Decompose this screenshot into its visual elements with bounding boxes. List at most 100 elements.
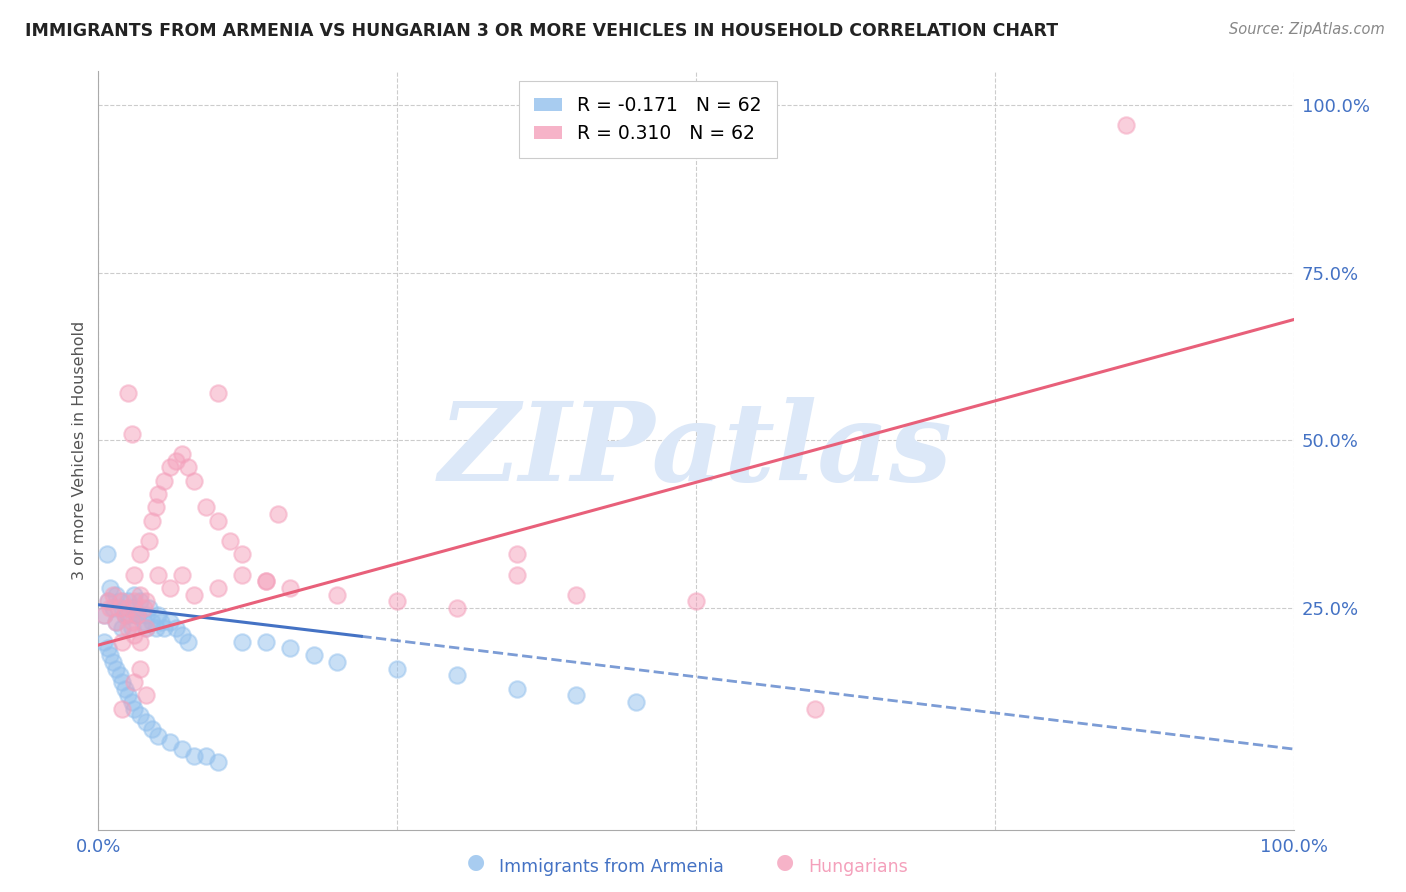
Point [626,695,648,709]
Point [565,689,588,703]
Point [183,588,205,602]
Point [125,607,148,622]
Point [97,641,120,656]
Point [195,500,218,515]
Point [153,621,176,635]
Point [145,500,167,515]
Point [207,581,229,595]
Point [129,588,152,602]
Point [141,514,163,528]
Point [177,634,200,648]
Point [101,601,124,615]
Point [111,621,134,635]
Legend: R = -0.171   N = 62, R = 0.310   N = 62: R = -0.171 N = 62, R = 0.310 N = 62 [519,81,778,158]
Text: IMMIGRANTS FROM ARMENIA VS HUNGARIAN 3 OR MORE VEHICLES IN HOUSEHOLD CORRELATION: IMMIGRANTS FROM ARMENIA VS HUNGARIAN 3 O… [25,22,1059,40]
Text: Hungarians: Hungarians [808,858,908,876]
Point [111,601,134,615]
Point [254,574,277,589]
Point [129,708,152,723]
Point [135,594,157,608]
Point [165,621,187,635]
Y-axis label: 3 or more Vehicles in Household: 3 or more Vehicles in Household [72,321,87,580]
Point [124,567,146,582]
Point [117,594,139,608]
Point [326,588,349,602]
Point [132,601,155,615]
Point [117,621,139,635]
Point [114,607,136,622]
Point [124,702,146,716]
Point [135,621,157,635]
Point [135,607,157,622]
Point [172,742,194,756]
Point [231,548,253,562]
Point [506,681,529,696]
Point [97,594,120,608]
Point [111,675,134,690]
Text: ●: ● [776,853,794,872]
Point [124,588,146,602]
Point [97,594,120,608]
Point [105,588,128,602]
Point [135,621,157,635]
Point [117,607,139,622]
Point [111,702,134,716]
Point [153,474,176,488]
Point [159,615,181,629]
Point [98,648,122,662]
Text: ●: ● [467,853,485,872]
Point [138,534,160,549]
Point [93,634,115,648]
Point [278,581,301,595]
Point [114,607,136,622]
Point [148,607,170,622]
Point [177,460,200,475]
Point [114,681,136,696]
Point [149,615,172,629]
Point [124,601,146,615]
Point [1115,118,1137,132]
Point [124,594,146,608]
Point [98,601,122,615]
Point [207,756,229,770]
Point [101,655,124,669]
Point [267,507,290,521]
Point [135,715,157,730]
Point [117,689,139,703]
Point [506,548,529,562]
Text: ZIPatlas: ZIPatlas [439,397,953,504]
Point [385,661,409,675]
Point [195,748,218,763]
Point [124,628,146,642]
Point [129,594,152,608]
Point [254,574,277,589]
Point [108,594,131,608]
Point [685,594,707,608]
Point [145,621,167,635]
Point [132,615,155,629]
Point [108,668,131,682]
Point [302,648,325,662]
Point [117,601,139,615]
Point [129,661,152,675]
Point [148,567,170,582]
Point [148,487,170,501]
Point [105,615,128,629]
Point [98,581,122,595]
Point [254,634,277,648]
Point [141,722,163,736]
Point [125,607,148,622]
Point [105,661,128,675]
Point [159,460,181,475]
Point [129,634,152,648]
Point [93,607,115,622]
Point [207,386,229,401]
Point [172,567,194,582]
Point [129,548,152,562]
Point [565,588,588,602]
Point [121,695,143,709]
Point [165,453,187,467]
Point [231,567,253,582]
Point [172,628,194,642]
Point [183,748,205,763]
